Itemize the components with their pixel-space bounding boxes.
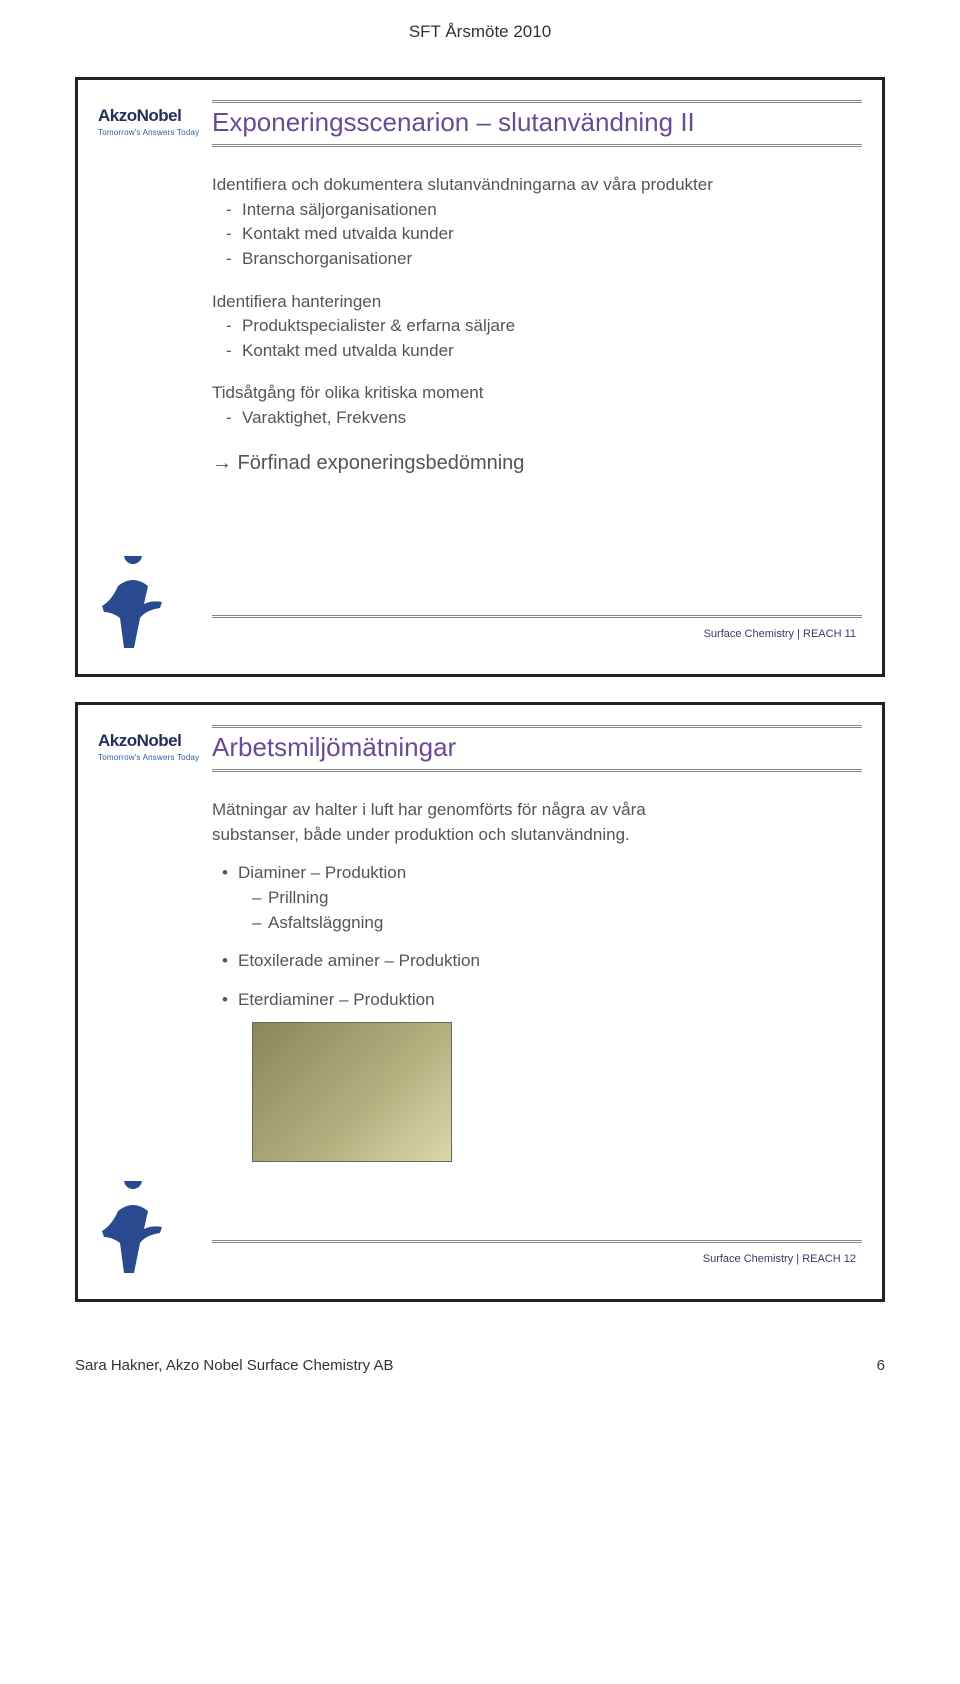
title-bottom-rule [212, 769, 862, 772]
intro-line-2: substanser, både under produktion och sl… [212, 823, 862, 848]
bullet-eterdiaminer: Eterdiaminer – Produktion [212, 988, 862, 1013]
title-top-rule [212, 100, 862, 103]
slide-1: AkzoNobel Tomorrow's Answers Today Expon… [75, 77, 885, 677]
group-2-item-b: Kontakt med utvalda kunder [212, 339, 862, 364]
footer-page-number: 6 [877, 1357, 885, 1374]
title-top-rule [212, 725, 862, 728]
logo-block: AkzoNobel Tomorrow's Answers Today [98, 100, 208, 137]
group-1-item-c: Branschorganisationer [212, 247, 862, 272]
slide-title: Exponeringsscenarion – slutanvändning II [212, 107, 862, 144]
sub-asfalt: Asfaltsläggning [212, 911, 862, 936]
page-footer: Sara Hakner, Akzo Nobel Surface Chemistr… [0, 1327, 960, 1399]
slide-body: Mätningar av halter i luft har genomfört… [212, 798, 862, 1170]
bullet-etoxilerade: Etoxilerade aminer – Produktion [212, 949, 862, 974]
group-2-item-a: Produktspecialister & erfarna säljare [212, 314, 862, 339]
arrow-conclusion: → Förfinad exponeringsbedömning [212, 449, 862, 478]
footer-rule [212, 615, 862, 618]
slide-title: Arbetsmiljömätningar [212, 732, 862, 769]
group-3-head: Tidsåtgång för olika kritiska moment [212, 381, 862, 406]
statue-icon [98, 556, 168, 656]
bullet-diaminer: Diaminer – Produktion [212, 861, 862, 886]
group-1-item-a: Interna säljorganisationen [212, 198, 862, 223]
slide-2: AkzoNobel Tomorrow's Answers Today Arbet… [75, 702, 885, 1302]
footer-left: Sara Hakner, Akzo Nobel Surface Chemistr… [75, 1357, 393, 1374]
title-bottom-rule [212, 144, 862, 147]
group-1-item-b: Kontakt med utvalda kunder [212, 222, 862, 247]
footer-rule [212, 1240, 862, 1243]
slide-footer: Surface Chemistry | REACH 11 [704, 628, 856, 640]
logo-block: AkzoNobel Tomorrow's Answers Today [98, 725, 208, 762]
page-header: SFT Årsmöte 2010 [0, 0, 960, 52]
logo-name: AkzoNobel [98, 106, 208, 126]
photo-placeholder [252, 1022, 452, 1162]
statue-icon [98, 1181, 168, 1281]
logo-name: AkzoNobel [98, 731, 208, 751]
slide-body: Identifiera och dokumentera slutanvändni… [212, 173, 862, 478]
logo-tagline: Tomorrow's Answers Today [98, 128, 208, 137]
group-2-head: Identifiera hanteringen [212, 290, 862, 315]
sub-prillning: Prillning [212, 886, 862, 911]
group-1-head: Identifiera och dokumentera slutanvändni… [212, 173, 862, 198]
intro-line-1: Mätningar av halter i luft har genomfört… [212, 798, 862, 823]
logo-tagline: Tomorrow's Answers Today [98, 753, 208, 762]
slide-footer: Surface Chemistry | REACH 12 [703, 1253, 856, 1265]
group-3-item-a: Varaktighet, Frekvens [212, 406, 862, 431]
